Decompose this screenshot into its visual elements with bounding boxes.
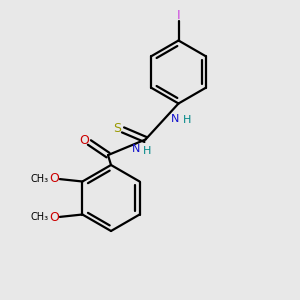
Text: CH₃: CH₃ [31, 212, 49, 223]
Text: S: S [114, 122, 122, 135]
Text: N: N [171, 113, 180, 124]
Text: N: N [132, 144, 140, 154]
Text: O: O [79, 134, 89, 147]
Text: H: H [143, 146, 151, 156]
Text: I: I [177, 9, 180, 22]
Text: H: H [183, 115, 191, 125]
Text: O: O [50, 172, 59, 185]
Text: O: O [50, 211, 59, 224]
Text: CH₃: CH₃ [31, 173, 49, 184]
